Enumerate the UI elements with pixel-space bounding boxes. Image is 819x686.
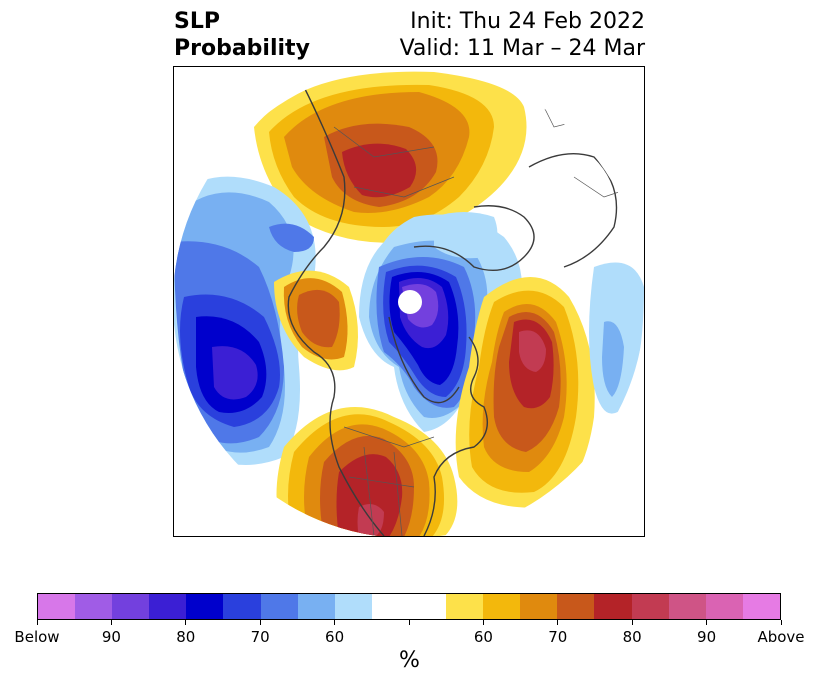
probability-colorbar [37,593,781,620]
colorbar-tick [482,620,484,625]
colorbar-tick-label: 70 [548,628,568,646]
north-pacific-below-region [174,176,316,465]
variable-title: SLP [174,9,220,34]
polar-map [173,66,645,537]
colorbar-tick-label: 70 [250,628,270,646]
alaska-above-region [274,270,358,371]
colorbar-units: % [399,648,420,673]
colorbar-tick-label: 80 [622,628,642,646]
europe-below-region [434,212,644,414]
colorbar-tick-label: 90 [101,628,121,646]
valid-range: Valid: 11 Mar – 24 Mar [399,36,645,61]
colorbar-ticks: Below 90 80 70 60 60 70 80 90 Above [14,620,805,650]
title-block-right: Init: Thu 24 Feb 2022 Valid: 11 Mar – 24… [400,8,645,62]
colorbar-segment [557,594,595,619]
colorbar-tick [259,620,261,625]
colorbar-segment [742,594,780,619]
north-atlantic-above-region [455,277,595,508]
colorbar-tick-label: 60 [473,628,493,646]
colorbar-segment [75,594,113,619]
colorbar-tick [780,620,782,625]
colorbar-segment [668,594,706,619]
colorbar-tick [185,620,187,625]
colorbar-tick-label: 80 [176,628,196,646]
colorbar-segment [186,594,224,619]
colorbar-segment [112,594,150,619]
colorbar-tick [36,620,38,625]
colorbar-segment [631,594,669,619]
colorbar-tick [408,620,410,625]
colorbar-segment [297,594,335,619]
colorbar-segment [446,594,484,619]
colorbar-segment [223,594,261,619]
colorbar-segment [260,594,298,619]
colorbar-tick-label: 90 [697,628,717,646]
title-block-left: SLP Probability [174,8,310,62]
colorbar-segment [149,594,187,619]
coastlines [287,86,618,536]
colorbar-segment [705,594,743,619]
colorbar-tick-label: Above [757,628,805,646]
united-states-above-region [276,407,458,536]
colorbar-tick [557,620,559,625]
colorbar-segment [334,594,372,619]
colorbar-segment [520,594,558,619]
colorbar-segment [38,594,76,619]
siberia-above-region [254,71,527,243]
product-title: Probability [174,36,310,61]
colorbar-segment [408,594,447,619]
colorbar-segment [371,594,409,619]
colorbar-tick [706,620,708,625]
colorbar-tick [631,620,633,625]
colorbar-tick-label: Below [14,628,60,646]
colorbar-tick [334,620,336,625]
colorbar-tick-label: 60 [325,628,345,646]
colorbar-tick [110,620,112,625]
probability-map-svg [174,67,644,536]
colorbar-segment [483,594,521,619]
init-date: Init: Thu 24 Feb 2022 [410,9,645,34]
colorbar-segment [594,594,632,619]
